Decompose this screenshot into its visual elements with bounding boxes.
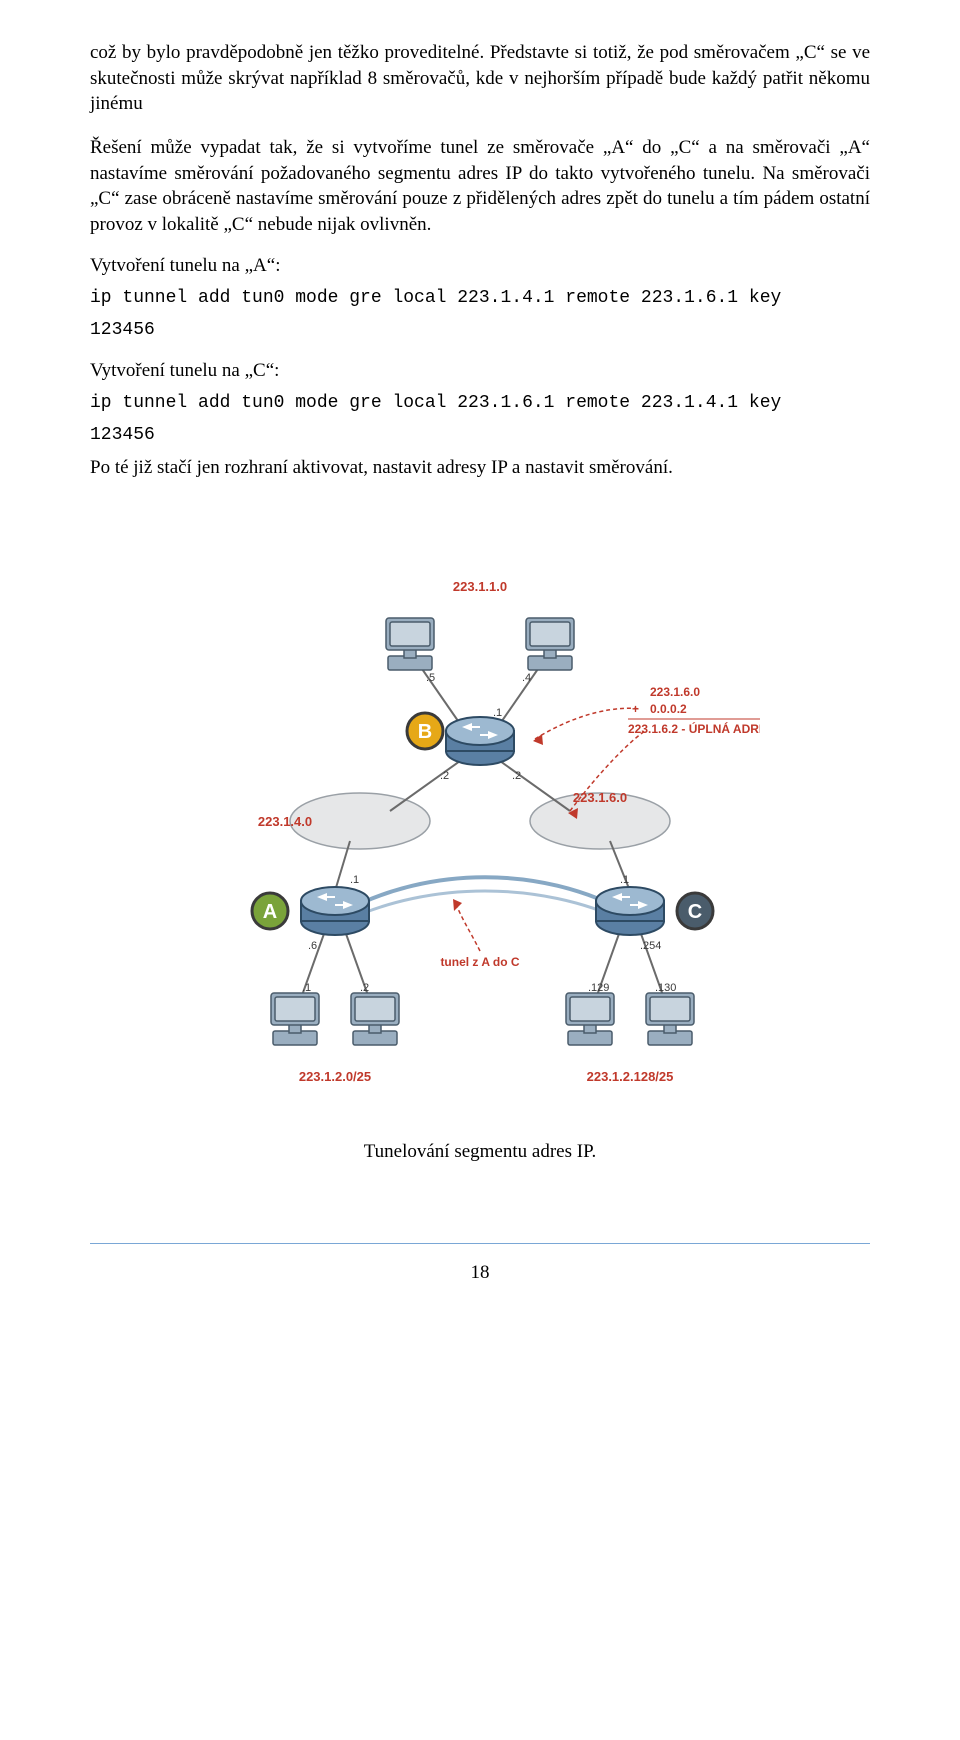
tunnel-arc-shadow xyxy=(345,891,625,921)
iface-label: .2 xyxy=(512,770,521,782)
iface-label: .1 xyxy=(302,982,311,994)
code-tunnel-a-line1: ip tunnel add tun0 mode gre local 223.1.… xyxy=(90,287,870,310)
pc-icon xyxy=(646,993,694,1045)
iface-label: .254 xyxy=(640,940,661,952)
heading-tunnel-a: Vytvoření tunelu na „A“: xyxy=(90,255,870,277)
iface-label: .2 xyxy=(440,770,449,782)
iface-label: .6 xyxy=(308,940,317,952)
segment-label-top: 223.1.1.0 xyxy=(453,579,507,594)
segment-label-right: 223.1.6.0 xyxy=(573,790,627,805)
badge-c-label: C xyxy=(688,901,702,923)
pc-icon xyxy=(271,993,319,1045)
annotation-plus: + xyxy=(632,702,639,716)
router-c xyxy=(596,887,664,935)
iface-label: .1 xyxy=(493,707,502,719)
segment-label-left: 223.1.4.0 xyxy=(258,814,312,829)
code-tunnel-c-line2: 123456 xyxy=(90,424,870,447)
paragraph-intro-2: Řešení může vypadat tak, že si vytvoříme… xyxy=(90,135,870,238)
tunnel-label: tunel z A do C xyxy=(440,955,519,969)
tunnel-label-arrow xyxy=(455,901,480,951)
router-b xyxy=(446,717,514,765)
pc-icon xyxy=(351,993,399,1045)
paragraph-outro: Po té již stačí jen rozhraní aktivovat, … xyxy=(90,455,870,481)
arrowhead-icon xyxy=(453,899,462,911)
iface-label: .1 xyxy=(620,874,629,886)
iface-label: .129 xyxy=(588,982,609,994)
paragraph-intro-1: což by bylo pravděpodobně jen těžko prov… xyxy=(90,40,870,117)
segment-label-bl: 223.1.2.0/25 xyxy=(299,1069,371,1084)
segment-label-br: 223.1.2.128/25 xyxy=(587,1069,674,1084)
iface-label: .4 xyxy=(522,672,531,684)
router-a xyxy=(301,887,369,935)
wire xyxy=(500,761,570,811)
badge-b-label: B xyxy=(418,721,432,743)
annotation-l3: 223.1.6.2 - ÚPLNÁ ADRESA xyxy=(628,721,760,736)
pc-icon xyxy=(566,993,614,1045)
iface-label: .2 xyxy=(360,982,369,994)
annotation-arrow xyxy=(535,708,640,739)
wire xyxy=(390,761,460,811)
footer-rule xyxy=(90,1243,870,1244)
network-diagram: B A C 223.1.1.0 223.1.4.0 223.1.6.0 223.… xyxy=(90,571,870,1111)
iface-label: .5 xyxy=(426,672,435,684)
code-tunnel-a-line2: 123456 xyxy=(90,319,870,342)
code-tunnel-c-line1: ip tunnel add tun0 mode gre local 223.1.… xyxy=(90,392,870,415)
badge-a-label: A xyxy=(263,901,277,923)
pc-icon xyxy=(526,618,574,670)
arrowhead-icon xyxy=(533,734,543,745)
iface-label: .1 xyxy=(350,874,359,886)
figure-caption: Tunelování segmentu adres IP. xyxy=(90,1141,870,1163)
annotation-l1: 223.1.6.0 xyxy=(650,685,700,699)
pc-icon xyxy=(386,618,434,670)
heading-tunnel-c: Vytvoření tunelu na „C“: xyxy=(90,360,870,382)
iface-label: .130 xyxy=(655,982,676,994)
annotation-l2: 0.0.0.2 xyxy=(650,702,687,716)
page-number: 18 xyxy=(90,1262,870,1284)
